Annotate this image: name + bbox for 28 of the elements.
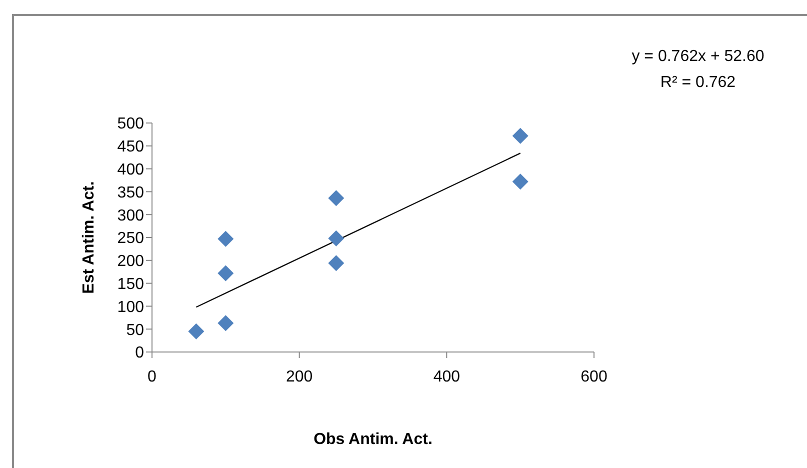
- text: y = 0.762x + 52.60: [630, 47, 766, 67]
- y-tick-label: 250: [117, 230, 144, 248]
- y-tick-label: 50: [126, 322, 144, 339]
- y-axis-title: Est Antim. Act.: [80, 181, 98, 294]
- x-axis-title: Obs Antim. Act.: [314, 431, 432, 448]
- y-tick-label: 500: [117, 116, 144, 133]
- y-tick-label: 450: [117, 138, 144, 156]
- y-tick-label: 350: [117, 184, 144, 202]
- x-tick-label: 600: [580, 368, 608, 386]
- point: [188, 323, 204, 340]
- point: [328, 190, 344, 206]
- y-tick-label: 400: [117, 161, 144, 178]
- y-tick-label: 150: [117, 276, 144, 293]
- point: [328, 255, 344, 272]
- y-tick-label: 300: [117, 207, 144, 224]
- y-tick-label: 0: [135, 344, 144, 362]
- point: [218, 230, 234, 247]
- y-tick-label: 100: [117, 298, 144, 316]
- point: [218, 265, 234, 282]
- point: [328, 230, 344, 246]
- x-tick-label: 200: [286, 368, 313, 386]
- x-tick-label: 0: [148, 368, 157, 386]
- point: [218, 315, 234, 332]
- y-tick-label: 200: [117, 253, 144, 270]
- text: R² = 0.762: [659, 73, 737, 93]
- point: [512, 128, 528, 144]
- x-tick-label: 400: [433, 368, 460, 386]
- point: [512, 174, 528, 190]
